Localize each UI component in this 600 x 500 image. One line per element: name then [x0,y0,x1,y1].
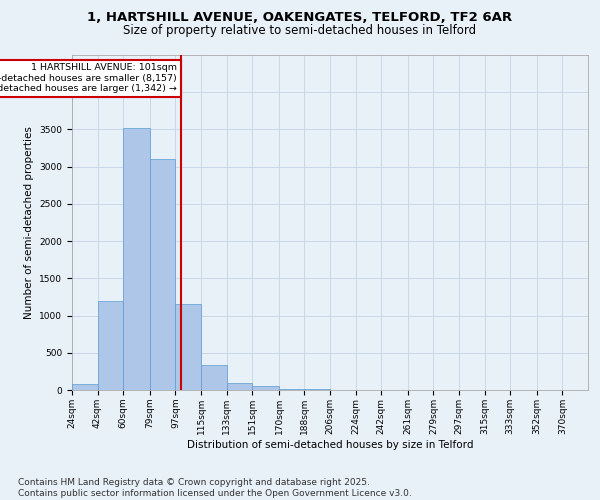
Bar [201,366,227,390]
Text: 1, HARTSHILL AVENUE, OAKENGATES, TELFORD, TF2 6AR: 1, HARTSHILL AVENUE, OAKENGATES, TELFORD… [88,11,512,24]
Bar [252,386,279,390]
Y-axis label: Number of semi-detached properties: Number of semi-detached properties [24,126,34,319]
Text: 1 HARTSHILL AVENUE: 101sqm
← 85% of semi-detached houses are smaller (8,157)
14%: 1 HARTSHILL AVENUE: 101sqm ← 85% of semi… [0,64,177,93]
Text: Contains HM Land Registry data © Crown copyright and database right 2025.
Contai: Contains HM Land Registry data © Crown c… [18,478,412,498]
X-axis label: Distribution of semi-detached houses by size in Telford: Distribution of semi-detached houses by … [187,440,473,450]
Bar [227,383,252,390]
Bar [123,128,150,390]
Bar [150,159,175,390]
Bar [279,388,304,390]
Text: Size of property relative to semi-detached houses in Telford: Size of property relative to semi-detach… [124,24,476,37]
Bar [98,300,123,390]
Bar [175,304,201,390]
Bar [72,384,98,390]
